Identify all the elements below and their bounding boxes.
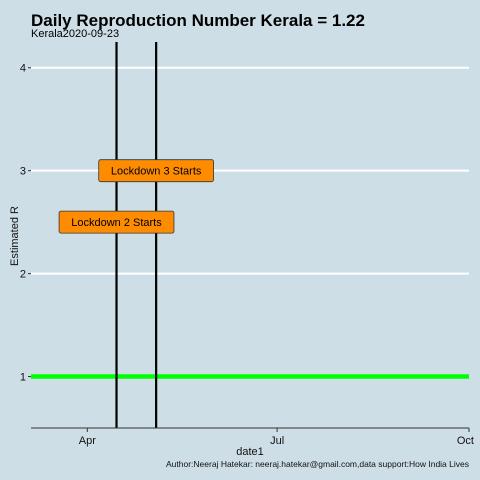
annotation-label: Lockdown 3 Starts xyxy=(111,166,202,178)
axis-layer: 1 2 3 4 Apr Jul Oct xyxy=(20,63,474,447)
annotation-box xyxy=(58,210,175,234)
annotation-layer: Lockdown 3 Starts Lockdown 2 Starts xyxy=(58,159,214,234)
y-tick-label: 2 xyxy=(20,269,26,281)
annotation-label: Lockdown 2 Starts xyxy=(71,217,162,229)
chart-title: Daily Reproduction Number Kerala = 1.22 xyxy=(31,11,365,30)
x-tick-label: Jul xyxy=(270,435,284,447)
x-axis-label: date1 xyxy=(236,446,264,458)
y-tick-label: 4 xyxy=(20,63,26,75)
annotation-box xyxy=(98,159,214,183)
chart-caption: Author:Neeraj Hatekar: neeraj.hatekar@gm… xyxy=(166,459,469,469)
y-tick-label: 3 xyxy=(20,166,26,178)
x-tick-label: Oct xyxy=(457,435,474,447)
x-tick-label: Apr xyxy=(79,435,96,447)
y-tick-label: 1 xyxy=(20,372,26,384)
y-axis-label: Estimated R xyxy=(9,206,21,266)
chart-subtitle: Kerala2020-09-23 xyxy=(31,28,119,40)
data-layer xyxy=(31,42,469,428)
